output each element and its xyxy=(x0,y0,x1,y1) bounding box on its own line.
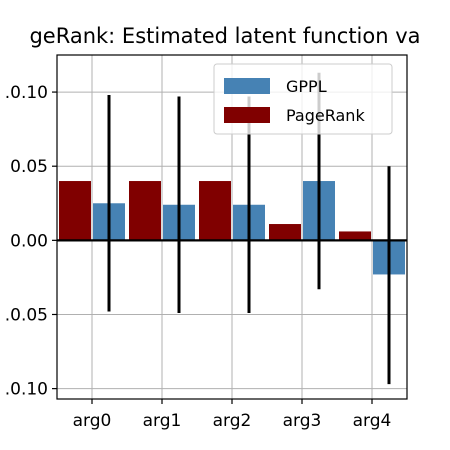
legend-swatch-pagerank xyxy=(224,107,270,123)
y-tick-label: .0.05 xyxy=(5,305,48,325)
y-tick-label: .0.10 xyxy=(5,380,48,400)
chart-title: geRank: Estimated latent function va xyxy=(29,24,420,48)
y-tick-label: 0.00 xyxy=(10,231,48,251)
bar-pagerank-arg2 xyxy=(199,181,231,240)
y-tick-label: 0.05 xyxy=(10,157,48,177)
bar-pagerank-arg1 xyxy=(129,181,161,240)
bar-pagerank-arg4 xyxy=(339,231,371,240)
y-tick-label: .0.10 xyxy=(5,83,48,103)
legend: GPPL PageRank xyxy=(214,64,392,134)
x-tick-label: arg3 xyxy=(283,411,322,431)
legend-label-pagerank: PageRank xyxy=(286,106,365,125)
x-tick-label: arg0 xyxy=(73,411,112,431)
legend-label-gppl: GPPL xyxy=(286,77,327,96)
x-tick-label: arg2 xyxy=(213,411,252,431)
x-tick-label: arg1 xyxy=(143,411,182,431)
bar-pagerank-arg0 xyxy=(59,181,91,240)
bar-pagerank-arg3 xyxy=(269,224,301,240)
legend-swatch-gppl xyxy=(224,78,270,94)
x-tick-label: arg4 xyxy=(353,411,392,431)
